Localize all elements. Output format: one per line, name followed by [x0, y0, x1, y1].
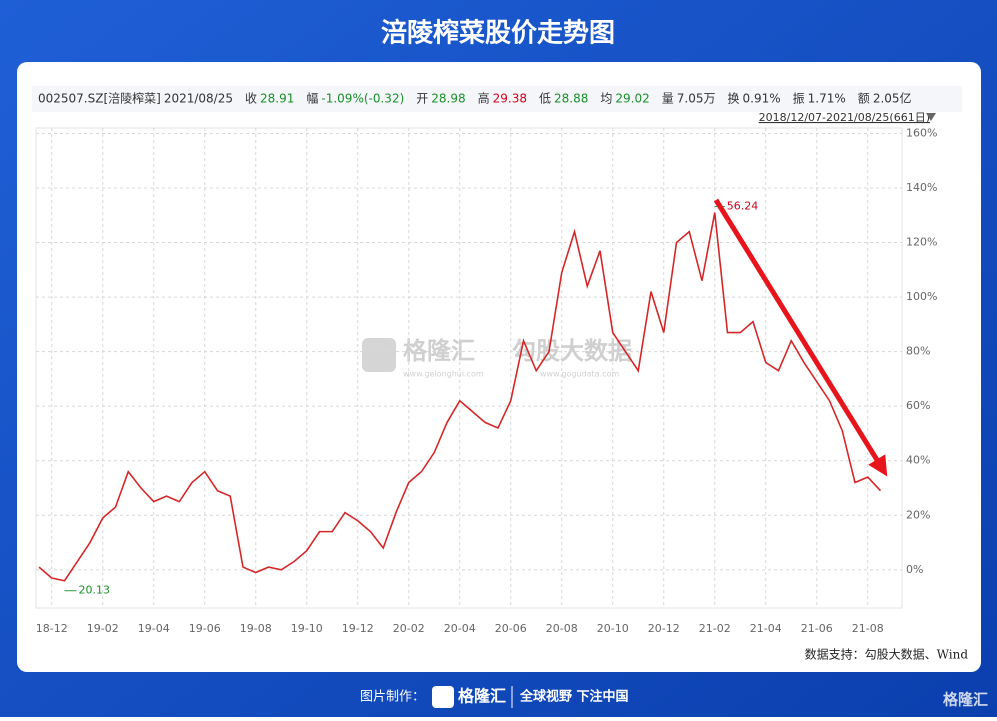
range-label: 2018/12/07-2021/08/25(661日) [759, 111, 930, 124]
price-line [38, 212, 882, 582]
y-tick-label: 40% [906, 454, 930, 467]
footer-made-by: 图片制作： [360, 690, 425, 705]
info-item: 量 [662, 92, 674, 106]
x-tick-label: 20-08 [546, 622, 578, 635]
x-tick-label: 20-06 [495, 622, 527, 635]
x-tick-label: 18-12 [36, 622, 68, 635]
y-tick-label: 80% [906, 345, 930, 358]
info-item: 002507.SZ[涪陵榨菜] [38, 91, 161, 106]
info-item: 幅 [306, 91, 318, 106]
info-item: 均 [600, 92, 612, 106]
source: 数据支持：勾股大数据、Wind [805, 647, 969, 662]
info-item: 0.91% [743, 92, 781, 106]
x-tick-label: 20-12 [648, 622, 680, 635]
watermark-logo [362, 338, 396, 372]
x-tick-label: 19-06 [189, 622, 221, 635]
watermark-text: 勾股大数据 [512, 337, 632, 365]
x-tick-label: 21-08 [852, 622, 884, 635]
x-tick-label: 21-06 [801, 622, 833, 635]
watermark-text: 格隆汇 [403, 337, 475, 365]
x-tick-label: 19-04 [138, 622, 170, 635]
x-tick-label: 19-08 [240, 622, 272, 635]
info-item: -1.09%(-0.32) [321, 92, 404, 106]
info-item: 1.71% [808, 92, 846, 106]
x-tick-label: 19-12 [342, 622, 374, 635]
footer-brand: 格隆汇 [458, 687, 506, 706]
footer-logo [432, 686, 454, 708]
info-item: 28.98 [431, 92, 465, 106]
x-tick-label: 20-10 [597, 622, 629, 635]
y-tick-label: 20% [906, 508, 930, 521]
y-tick-label: 0% [906, 563, 923, 576]
y-tick-label: 140% [906, 181, 937, 194]
y-tick-label: 160% [906, 126, 937, 139]
x-tick-label: 21-02 [699, 622, 731, 635]
low-label: 20.13 [79, 584, 111, 597]
x-tick-label: 21-04 [750, 622, 782, 635]
trend-arrow [713, 198, 888, 477]
info-item: 换 [728, 92, 740, 106]
info-item: 2.05亿 [873, 91, 912, 106]
info-item: 29.38 [493, 92, 527, 106]
info-item: 开 [416, 92, 428, 106]
info-item: 额 [858, 92, 870, 106]
footer-slogan: 全球视野 下注中国 [519, 689, 629, 705]
info-item: 7.05万 [677, 92, 716, 106]
info-item: 振 [793, 92, 805, 106]
watermark-text: www.gogudata.com [540, 370, 619, 379]
info-item: 收 [245, 92, 257, 106]
info-item: 29.02 [615, 92, 649, 106]
info-row: 002507.SZ[涪陵榨菜] 2021/08/25 收 28.91 幅 -1.09%(-… [38, 91, 912, 106]
plot: 0% 20% 40% 60% 80% 100% 120% 140% 160% 18-12 19-02… [36, 126, 938, 635]
chart-title: 涪陵榨菜股价走势图 [381, 18, 615, 49]
watermark-text: www.gelonghui.com [403, 370, 484, 379]
x-tick-label: 19-10 [291, 622, 323, 635]
x-tick-label: 20-04 [444, 622, 476, 635]
y-tick-label: 60% [906, 399, 930, 412]
x-tick-label: 19-02 [87, 622, 119, 635]
info-bar [32, 86, 962, 112]
dropdown-icon[interactable] [926, 113, 936, 121]
high-label: 56.24 [727, 200, 759, 213]
y-tick-label: 100% [906, 290, 937, 303]
info-item: 28.91 [260, 92, 294, 106]
x-tick-label: 20-02 [393, 622, 425, 635]
info-item: 高 [478, 91, 490, 106]
plot-frame [35, 127, 903, 609]
info-item: 低 [539, 92, 551, 106]
panel [17, 62, 981, 672]
info-item: 2021/08/25 [164, 92, 233, 106]
info-item: 28.88 [554, 92, 588, 106]
y-tick-label: 120% [906, 236, 937, 249]
corner-brand: 格隆汇 [943, 691, 988, 709]
